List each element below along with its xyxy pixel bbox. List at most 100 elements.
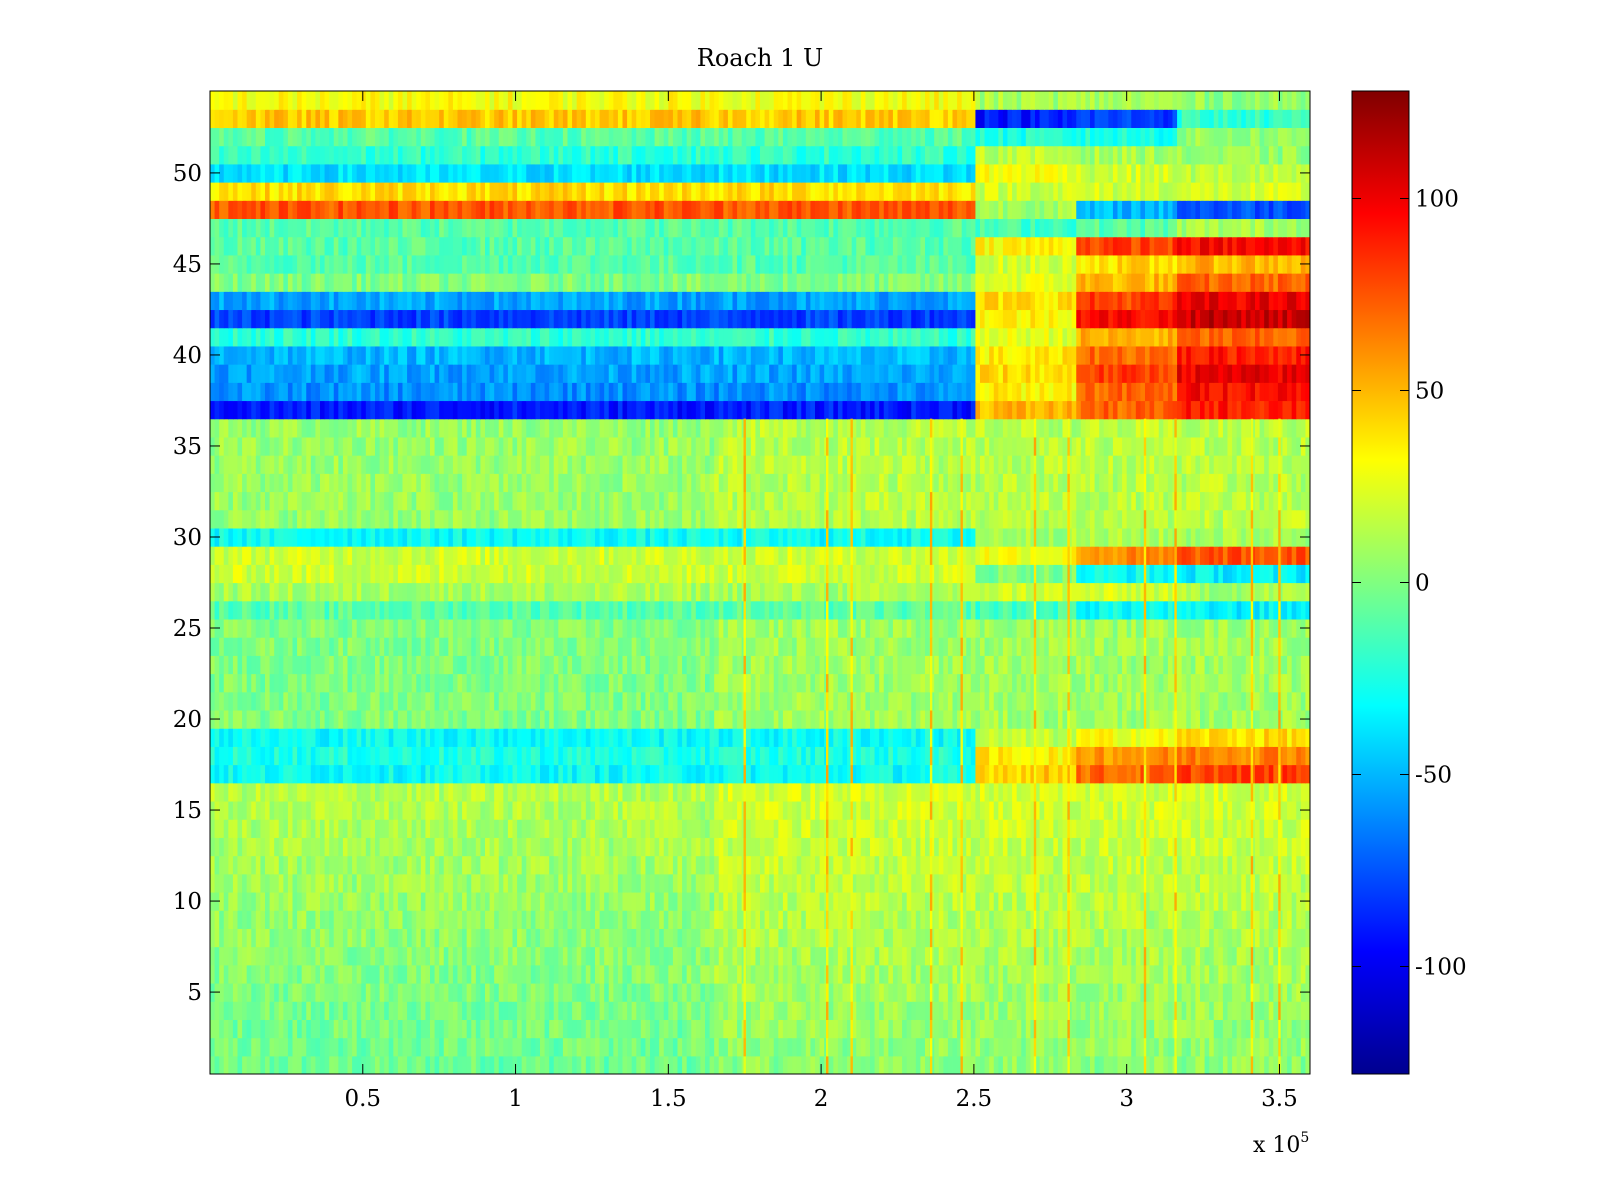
- heatmap-cell: [219, 1019, 225, 1039]
- heatmap-cell: [407, 964, 413, 984]
- heatmap-cell: [1094, 928, 1100, 948]
- heatmap-cell: [1218, 1037, 1224, 1057]
- heatmap-cell: [576, 1019, 582, 1039]
- heatmap-cell: [595, 891, 601, 911]
- heatmap-cell: [265, 764, 271, 784]
- heatmap-cell: [457, 855, 463, 875]
- heatmap-cell: [714, 800, 720, 820]
- heatmap-cell: [320, 819, 326, 838]
- heatmap-cell: [654, 728, 660, 747]
- heatmap-cell: [631, 691, 637, 711]
- heatmap-cell: [365, 1001, 372, 1020]
- heatmap-cell: [1025, 819, 1032, 838]
- heatmap-cell: [595, 910, 601, 929]
- heatmap-cell: [485, 764, 491, 784]
- heatmap-cell: [466, 855, 472, 875]
- heatmap-cell: [1255, 964, 1261, 984]
- heatmap-cell: [562, 746, 569, 766]
- heatmap-cell: [686, 855, 692, 875]
- heatmap-cell: [425, 855, 431, 875]
- heatmap-cell: [540, 891, 546, 911]
- heatmap-cell: [1305, 873, 1310, 893]
- heatmap-cell: [352, 891, 358, 911]
- heatmap-cell: [1204, 891, 1210, 911]
- heatmap-cell: [466, 746, 472, 766]
- heatmap-cell: [668, 946, 674, 966]
- heatmap-cell: [613, 1037, 619, 1057]
- heatmap-cell: [1154, 910, 1160, 929]
- heatmap-cell: [310, 1001, 317, 1020]
- heatmap-cell: [315, 946, 321, 966]
- heatmap-cell: [416, 928, 422, 948]
- heatmap-cell: [1177, 1037, 1183, 1057]
- heatmap-cell: [828, 728, 834, 747]
- heatmap-cell: [718, 982, 724, 1002]
- heatmap-cell: [379, 1019, 385, 1039]
- heatmap-cell: [425, 746, 431, 766]
- heatmap-cell: [1222, 1055, 1229, 1074]
- heatmap-cell: [837, 1019, 844, 1039]
- heatmap-cell: [773, 837, 779, 857]
- heatmap-cell: [1195, 746, 1201, 766]
- heatmap-cell: [452, 764, 459, 784]
- heatmap-cell: [709, 691, 715, 711]
- heatmap-cell: [805, 891, 812, 911]
- heatmap-cell: [260, 964, 266, 984]
- heatmap-cell: [521, 800, 527, 820]
- heatmap-cell: [1080, 873, 1087, 893]
- heatmap-cell: [663, 946, 669, 966]
- heatmap-cell: [1181, 946, 1187, 966]
- heatmap-cell: [521, 873, 527, 893]
- heatmap-cell: [1241, 873, 1247, 893]
- heatmap-cell: [668, 910, 674, 929]
- heatmap-cell: [1108, 910, 1114, 929]
- heatmap-cell: [1209, 837, 1215, 857]
- heatmap-cell: [810, 746, 816, 766]
- heatmap-cell: [457, 928, 463, 948]
- heatmap-cell: [1131, 982, 1137, 1002]
- heatmap-cell: [494, 819, 500, 838]
- heatmap-cell: [1222, 1019, 1229, 1039]
- heatmap-cell: [847, 782, 853, 802]
- heatmap-cell: [993, 691, 999, 711]
- heatmap-cell: [384, 910, 390, 929]
- heatmap-cell: [750, 819, 757, 838]
- heatmap-cell: [1048, 764, 1054, 784]
- heatmap-cell: [608, 891, 614, 911]
- heatmap-cell: [915, 764, 922, 784]
- heatmap-cell: [260, 837, 266, 857]
- heatmap-cell: [617, 1037, 624, 1057]
- heatmap-cell: [819, 964, 825, 984]
- heatmap-cell: [1099, 746, 1105, 766]
- heatmap-cell: [1103, 782, 1109, 802]
- heatmap-cell: [255, 946, 262, 966]
- heatmap-cell: [347, 855, 353, 875]
- heatmap-cell: [760, 1037, 766, 1057]
- heatmap-cell: [416, 1001, 422, 1020]
- heatmap-cell: [700, 891, 706, 911]
- heatmap-cell: [283, 819, 289, 838]
- heatmap-cell: [356, 1037, 362, 1057]
- heatmap-cell: [883, 964, 889, 984]
- heatmap-cell: [411, 1037, 417, 1057]
- heatmap-cell: [540, 873, 546, 893]
- heatmap-cell: [778, 928, 784, 948]
- heatmap-cell: [879, 728, 885, 747]
- heatmap-cell: [1117, 891, 1123, 911]
- heatmap-cell: [627, 709, 633, 729]
- heatmap-cell: [1030, 1019, 1036, 1039]
- heatmap-cell: [320, 982, 326, 1002]
- heatmap-cell: [608, 964, 614, 984]
- heatmap-cell: [746, 855, 752, 875]
- heatmap-cell: [535, 800, 541, 820]
- heatmap-cell: [237, 946, 243, 966]
- heatmap-cell: [815, 910, 821, 929]
- heatmap-cell: [333, 728, 339, 747]
- heatmap-cell: [553, 782, 559, 802]
- heatmap-cell: [549, 728, 555, 747]
- heatmap-cell: [847, 946, 853, 966]
- heatmap-cell: [1076, 1001, 1082, 1020]
- heatmap-cell: [498, 1055, 504, 1074]
- heatmap-cell: [375, 855, 381, 875]
- heatmap-cell: [599, 1037, 605, 1057]
